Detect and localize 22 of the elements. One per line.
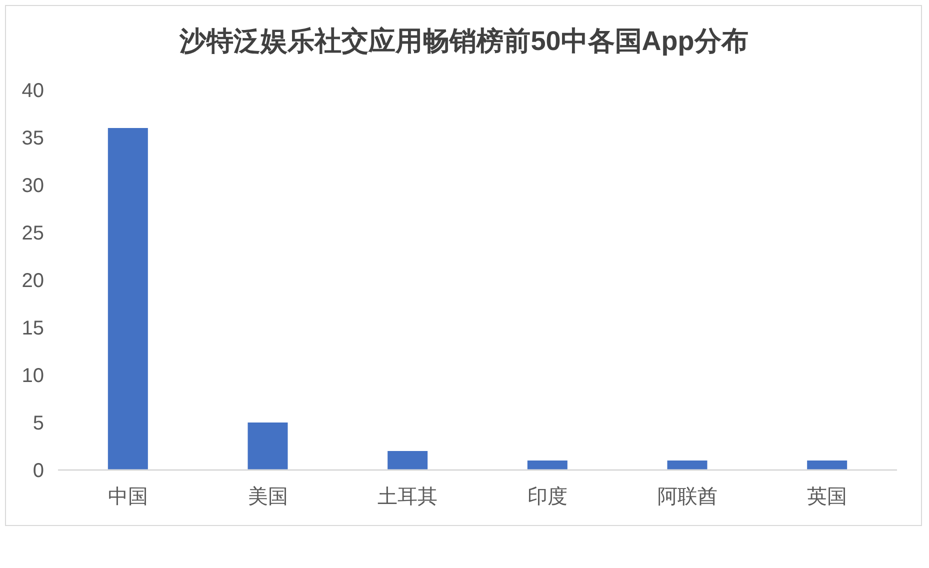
y-tick-label: 15 — [22, 318, 44, 340]
bar — [807, 460, 848, 470]
x-tick-label: 美国 — [248, 485, 288, 508]
y-tick-label: 5 — [32, 412, 44, 434]
bar — [388, 451, 428, 470]
y-tick-label: 40 — [22, 80, 44, 102]
y-tick-label: 10 — [22, 365, 44, 387]
y-tick-label: 25 — [22, 222, 44, 244]
x-tick-label: 印度 — [527, 486, 568, 508]
y-tick-label: 20 — [22, 270, 44, 292]
y-tick-label: 30 — [22, 175, 44, 197]
bar — [248, 422, 288, 470]
bar — [527, 460, 568, 470]
y-tick-label: 35 — [22, 128, 44, 150]
bar — [667, 460, 708, 470]
chart-title: 沙特泛娱乐社交应用畅销榜前50中各国App分布 — [178, 26, 748, 56]
x-tick-label: 阿联酋 — [657, 486, 718, 508]
x-tick-label: 英国 — [807, 486, 848, 508]
x-tick-label: 中国 — [108, 486, 148, 508]
y-tick-label: 0 — [32, 460, 44, 482]
bar — [108, 128, 148, 470]
x-tick-label: 土耳其 — [378, 486, 438, 508]
